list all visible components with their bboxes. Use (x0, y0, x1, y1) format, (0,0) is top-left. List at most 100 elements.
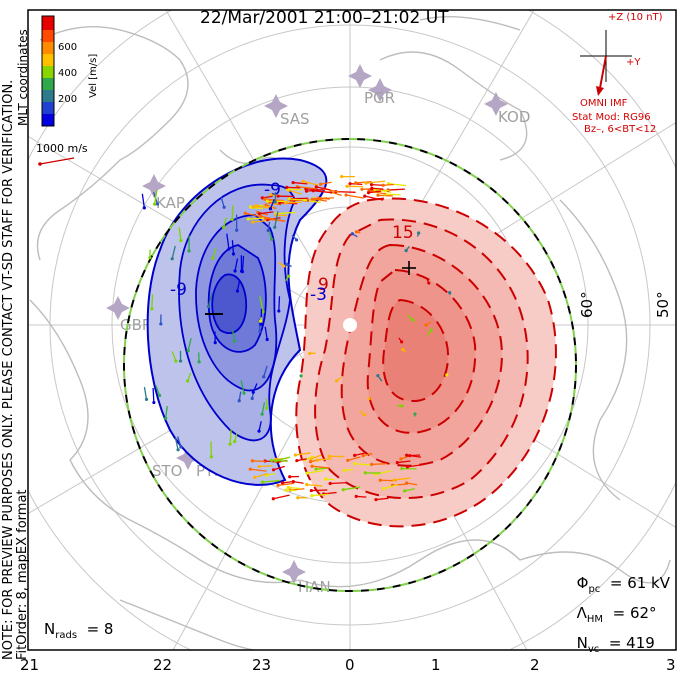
velocity-vector (311, 489, 328, 492)
vector-origin (291, 479, 295, 484)
vector-origin (222, 205, 226, 209)
vector-origin (235, 228, 239, 232)
vector-origin (405, 453, 409, 457)
vector-origin (271, 497, 275, 501)
velocity-vector (245, 212, 261, 218)
velocity-vector (306, 469, 324, 474)
velocity-vector (293, 480, 304, 484)
vector-origin (413, 412, 417, 416)
imf-panel: +Z (10 nT) +Y OMNI IMF Stat Mod: RG96 Bz… (568, 10, 668, 160)
velocity-vector (316, 186, 331, 191)
vector-origin (361, 454, 365, 458)
velocity-vector (275, 456, 291, 462)
contour-label-4: 15 (392, 223, 414, 243)
vector-origin (353, 462, 357, 466)
reference-vector: 1000 m/s (36, 142, 88, 166)
vector-origin (144, 397, 149, 401)
vector-origin (257, 429, 261, 433)
vector-count: Nvc = 419 (576, 634, 655, 655)
velocity-vector (356, 495, 367, 498)
velocity-vector (347, 456, 361, 461)
vector-origin (400, 467, 404, 471)
vector-origin (235, 289, 240, 293)
vector-origin (315, 458, 319, 462)
velocity-vector (296, 458, 307, 462)
vector-origin (284, 201, 288, 205)
velocity-vector (368, 190, 382, 194)
velocity-vector (377, 194, 393, 197)
vector-origin (243, 211, 247, 215)
vector-origin (327, 454, 331, 458)
mlt-tick-1: 1 (431, 656, 441, 674)
velocity-vector (252, 219, 268, 223)
vector-origin (350, 232, 354, 236)
vector-origin (276, 483, 280, 487)
vector-origin (230, 217, 234, 221)
mlt-tick-22: 22 (153, 656, 172, 674)
vector-origin (296, 496, 300, 500)
vector-origin (405, 465, 409, 469)
velocity-vector (151, 294, 154, 309)
velocity-vector (229, 429, 232, 445)
latitude-label-50: 50° (654, 291, 672, 318)
vector-origin (335, 379, 339, 383)
plot-frame (27, 9, 677, 651)
vector-origin (354, 494, 358, 498)
vector-origin (197, 360, 201, 364)
velocity-vector (316, 458, 332, 461)
vector-origin (155, 202, 160, 206)
velocity-vector (407, 463, 424, 468)
velocity-vector (262, 195, 273, 199)
velocity-vector (383, 183, 395, 186)
velocity-vector (371, 463, 387, 466)
side-notes: NOTE: FOR PREVIEW PURPOSES ONLY. PLEASE … (1, 79, 30, 660)
velocity-vector (406, 454, 422, 458)
vector-origin (271, 468, 276, 472)
vector-origin (363, 471, 367, 475)
vector-origin (369, 183, 374, 187)
vector-origin (395, 460, 399, 465)
velocity-vector (330, 191, 342, 197)
vector-origin (164, 416, 168, 420)
vector-origin (360, 187, 364, 191)
vector-origin (293, 453, 298, 457)
vector-origin (319, 182, 323, 186)
velocity-vector (231, 205, 234, 220)
vector-origin (253, 475, 257, 479)
cross-polar-potential: Φpc = 61 kV (576, 574, 670, 595)
vector-origin (305, 471, 309, 475)
vector-origin (178, 359, 183, 363)
vector-origin (309, 488, 313, 493)
vector-origin (227, 247, 231, 251)
vector-origin (262, 375, 266, 379)
velocity-vector (258, 421, 262, 432)
velocity-vector (174, 437, 179, 450)
velocity-vector (187, 338, 192, 351)
vel-axis-label: Vel [m/s] (88, 54, 99, 98)
station-label-sas: SAS (280, 110, 310, 128)
vector-origin (286, 485, 291, 490)
velocity-vector (288, 486, 301, 490)
imf-clock-dial (580, 30, 632, 96)
vector-origin (277, 309, 281, 313)
vector-origin (242, 391, 246, 395)
velocity-vector (323, 491, 337, 495)
vector-origin (152, 400, 156, 405)
station-label-pgr: PGR (364, 89, 395, 107)
velocity-vector (383, 484, 398, 490)
velocity-vector (312, 465, 330, 469)
imf-model-condition: Bz–, 6<BT<12 (584, 124, 657, 135)
vector-origin (233, 339, 237, 343)
vector-origin (287, 197, 291, 201)
imf-source-label: OMNI IMF (580, 98, 628, 109)
imf-model-label: Stat Mod: RG96 (572, 112, 651, 123)
vector-origin (260, 480, 265, 484)
velocity-vector (269, 199, 275, 210)
vector-origin (310, 464, 314, 468)
station-label-kod: KOD (498, 108, 530, 126)
vector-origin (273, 225, 277, 229)
preview-note: NOTE: FOR PREVIEW PURPOSES ONLY. PLEASE … (1, 79, 16, 660)
vector-origin (265, 199, 269, 203)
vector-origin (424, 323, 428, 327)
velocity-vector (397, 460, 411, 464)
